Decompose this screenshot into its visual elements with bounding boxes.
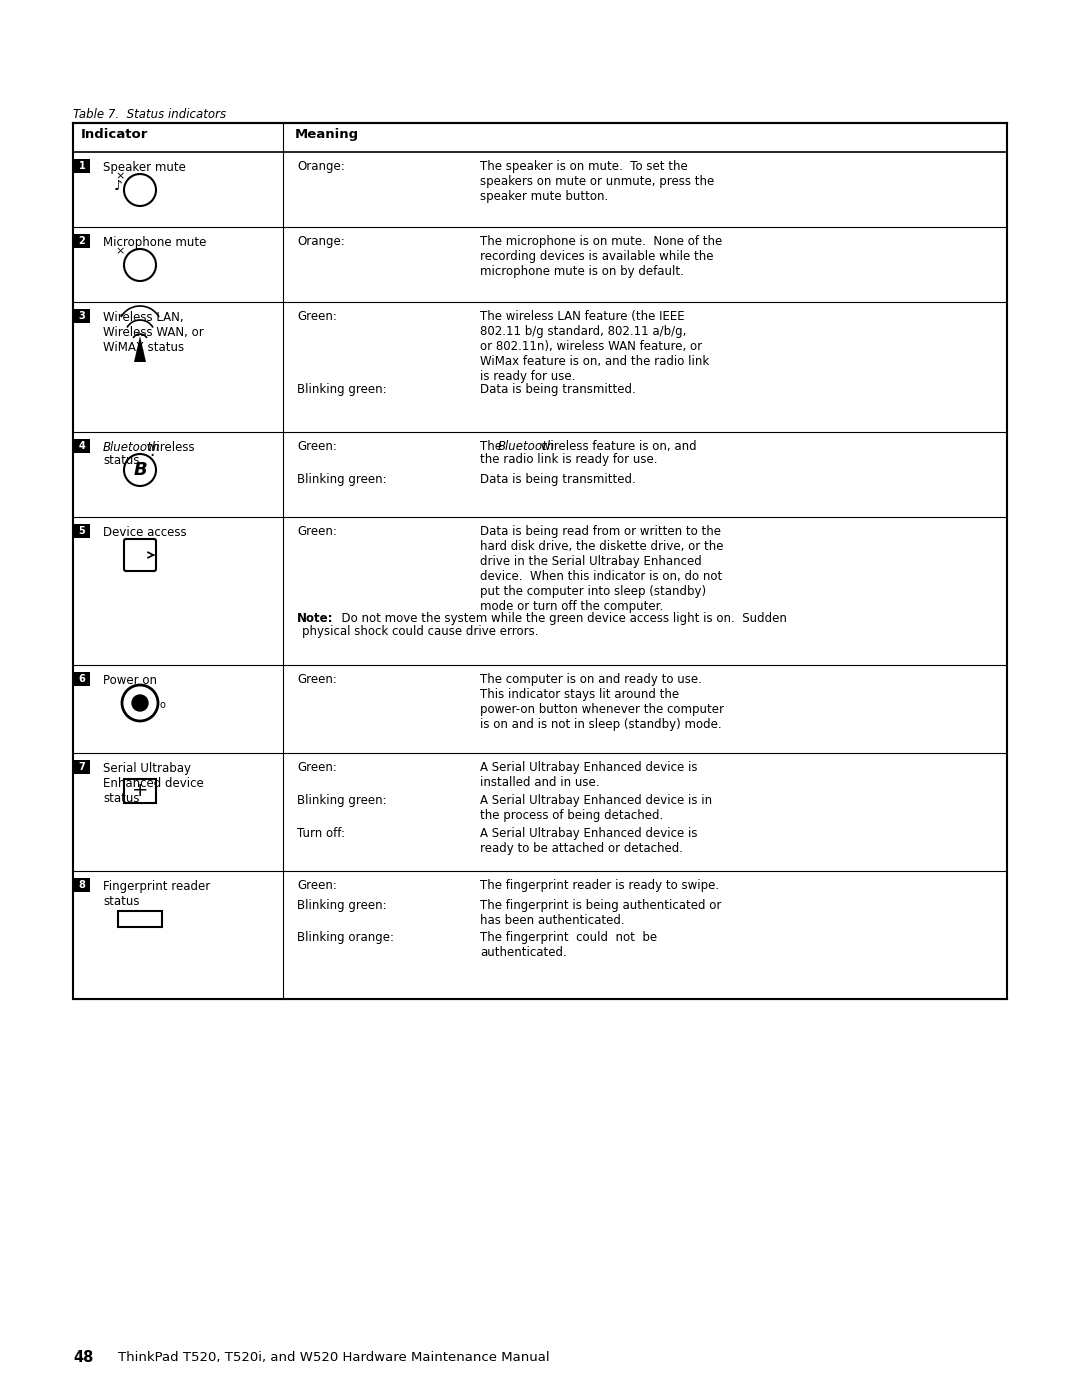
- Text: 5: 5: [79, 527, 85, 536]
- Text: The: The: [480, 440, 505, 453]
- Text: Blinking green:: Blinking green:: [297, 384, 387, 397]
- Text: physical shock could cause drive errors.: physical shock could cause drive errors.: [302, 626, 539, 638]
- Text: Green:: Green:: [297, 310, 337, 323]
- FancyBboxPatch shape: [75, 760, 90, 774]
- Text: Microphone mute: Microphone mute: [103, 236, 206, 249]
- Text: Table 7.  Status indicators: Table 7. Status indicators: [73, 108, 226, 122]
- Text: The fingerprint  could  not  be
authenticated.: The fingerprint could not be authenticat…: [480, 932, 657, 960]
- Text: The speaker is on mute.  To set the
speakers on mute or unmute, press the
speake: The speaker is on mute. To set the speak…: [480, 161, 714, 203]
- Text: wireless: wireless: [143, 441, 194, 454]
- Text: o: o: [159, 700, 165, 710]
- Text: Indicator: Indicator: [81, 129, 148, 141]
- Text: Fingerprint reader
status: Fingerprint reader status: [103, 880, 211, 908]
- Text: Data is being transmitted.: Data is being transmitted.: [480, 474, 636, 486]
- Text: A Serial Ultrabay Enhanced device is in
the process of being detached.: A Serial Ultrabay Enhanced device is in …: [480, 793, 712, 821]
- Text: The computer is on and ready to use.
This indicator stays lit around the
power-o: The computer is on and ready to use. Thi…: [480, 673, 724, 731]
- Text: The fingerprint is being authenticated or
has been authenticated.: The fingerprint is being authenticated o…: [480, 898, 721, 926]
- Text: 48: 48: [73, 1350, 93, 1365]
- Text: Orange:: Orange:: [297, 161, 345, 173]
- Text: Orange:: Orange:: [297, 235, 345, 249]
- Text: +: +: [132, 781, 148, 800]
- Text: Bluetooth: Bluetooth: [103, 441, 160, 454]
- Text: Green:: Green:: [297, 673, 337, 686]
- FancyBboxPatch shape: [75, 235, 90, 249]
- Text: Blinking orange:: Blinking orange:: [297, 932, 394, 944]
- Text: Meaning: Meaning: [295, 129, 360, 141]
- Text: Speaker mute: Speaker mute: [103, 161, 186, 175]
- Text: Turn off:: Turn off:: [297, 827, 345, 840]
- Text: Wireless LAN,
Wireless WAN, or
WiMAX status: Wireless LAN, Wireless WAN, or WiMAX sta…: [103, 312, 204, 353]
- Text: Blinking green:: Blinking green:: [297, 793, 387, 807]
- FancyBboxPatch shape: [75, 159, 90, 173]
- FancyBboxPatch shape: [75, 877, 90, 893]
- FancyBboxPatch shape: [75, 439, 90, 453]
- Text: Blinking green:: Blinking green:: [297, 474, 387, 486]
- Text: 8: 8: [79, 880, 85, 890]
- Text: wireless feature is on, and: wireless feature is on, and: [538, 440, 697, 453]
- Text: ♪: ♪: [113, 179, 122, 193]
- Text: Do not move the system while the green device access light is on.  Sudden: Do not move the system while the green d…: [334, 612, 787, 624]
- Text: A Serial Ultrabay Enhanced device is
ready to be attached or detached.: A Serial Ultrabay Enhanced device is rea…: [480, 827, 698, 855]
- Text: Device access: Device access: [103, 527, 187, 539]
- Text: ThinkPad T520, T520i, and W520 Hardware Maintenance Manual: ThinkPad T520, T520i, and W520 Hardware …: [118, 1351, 550, 1363]
- Text: The fingerprint reader is ready to swipe.: The fingerprint reader is ready to swipe…: [480, 879, 719, 893]
- Text: 7: 7: [79, 761, 85, 773]
- Text: Bluetooth: Bluetooth: [498, 440, 555, 453]
- Text: 1: 1: [79, 161, 85, 170]
- Text: 4: 4: [79, 441, 85, 451]
- Text: ·: ·: [149, 447, 154, 465]
- Text: Note:: Note:: [297, 612, 334, 624]
- Text: the radio link is ready for use.: the radio link is ready for use.: [480, 454, 658, 467]
- Text: status: status: [103, 454, 139, 467]
- Text: The wireless LAN feature (the IEEE
802.11 b/g standard, 802.11 a/b/g,
or 802.11n: The wireless LAN feature (the IEEE 802.1…: [480, 310, 710, 383]
- Text: Green:: Green:: [297, 879, 337, 893]
- Text: 2: 2: [79, 236, 85, 246]
- Text: ×: ×: [116, 170, 124, 182]
- Text: Data is being transmitted.: Data is being transmitted.: [480, 384, 636, 397]
- Text: Green:: Green:: [297, 761, 337, 774]
- Text: Green:: Green:: [297, 525, 337, 538]
- Polygon shape: [134, 337, 146, 362]
- Text: Blinking green:: Blinking green:: [297, 898, 387, 911]
- Text: 6: 6: [79, 673, 85, 685]
- FancyBboxPatch shape: [75, 309, 90, 323]
- FancyBboxPatch shape: [75, 524, 90, 538]
- Circle shape: [132, 694, 148, 711]
- Text: A Serial Ultrabay Enhanced device is
installed and in use.: A Serial Ultrabay Enhanced device is ins…: [480, 761, 698, 789]
- Text: The microphone is on mute.  None of the
recording devices is available while the: The microphone is on mute. None of the r…: [480, 235, 723, 278]
- Text: Green:: Green:: [297, 440, 337, 453]
- Text: Power on: Power on: [103, 673, 157, 687]
- Text: ×: ×: [116, 246, 124, 256]
- FancyBboxPatch shape: [75, 672, 90, 686]
- Text: Serial Ultrabay
Enhanced device
status: Serial Ultrabay Enhanced device status: [103, 761, 204, 805]
- Text: B: B: [133, 461, 147, 479]
- Text: 3: 3: [79, 312, 85, 321]
- Text: Data is being read from or written to the
hard disk drive, the diskette drive, o: Data is being read from or written to th…: [480, 525, 724, 613]
